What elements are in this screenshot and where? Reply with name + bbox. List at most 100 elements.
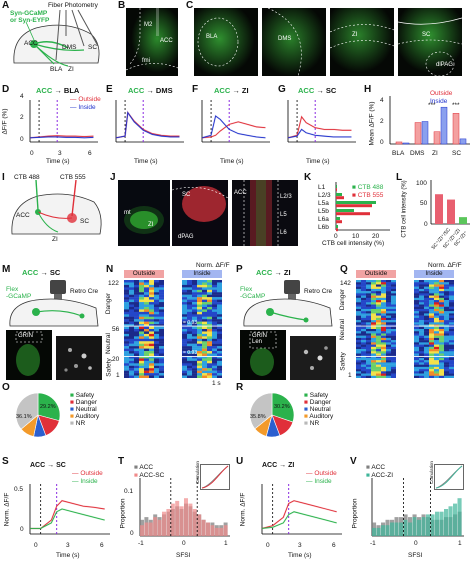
q-heat-cell [381, 340, 386, 343]
q-heat-cell [439, 295, 444, 299]
n-heat-cell [182, 284, 187, 288]
q-heat-cell [429, 351, 434, 354]
n-heat-cell [217, 324, 222, 327]
q-heat-cell [444, 304, 449, 307]
q-heat-cell [434, 322, 439, 325]
q-heat-cell [386, 364, 391, 368]
q-heat-cell [356, 315, 361, 319]
q-heat-cell [424, 371, 429, 374]
v-bar-1-17 [448, 506, 453, 536]
q-heat-cell [376, 351, 381, 354]
n-heat-cell [187, 304, 192, 308]
n-heat-cell [159, 289, 164, 293]
n-heat-row [124, 368, 222, 371]
q-heat-cell [391, 291, 396, 294]
l-bar-1 [447, 199, 455, 224]
n-heat-cell [182, 311, 187, 315]
q-heat-cell [371, 311, 376, 314]
q-heat-cell [376, 300, 381, 303]
q-heat-row [356, 280, 454, 283]
q-heat-cell [371, 371, 376, 374]
n-heat-cell [154, 321, 159, 325]
q-heat-cell [376, 335, 381, 339]
q-heat-cell [429, 315, 434, 319]
q-heat-cell [371, 320, 376, 323]
panel-s-plot [29, 484, 110, 535]
n-heat-cell [207, 331, 212, 335]
n-heat-cell [129, 292, 134, 295]
q-heat-cell [424, 369, 429, 372]
q-heat-cell [434, 360, 439, 363]
n-heat-cell [149, 360, 154, 364]
panel-p-grin-image: GRIN Len [240, 330, 286, 380]
n-heat-cell [154, 360, 159, 364]
n-heat-cell [217, 314, 222, 317]
panel-n-header-outside: Outside [124, 270, 164, 278]
panel-t-xtick-1: 1 [224, 540, 228, 547]
v-bar-1-11 [421, 517, 426, 536]
n-heat-cell [124, 365, 129, 369]
n-heat-cell [212, 316, 217, 320]
q-heat-cell [361, 364, 366, 368]
q-heat-cell [419, 280, 424, 283]
q-heat-cell [439, 346, 444, 350]
n-heat-cell [139, 365, 144, 369]
q-heat-cell [449, 326, 454, 330]
q-heat-cell [386, 286, 391, 290]
q-heat-cell [381, 315, 386, 319]
panel-i-ctb555: CTB 555 [60, 174, 86, 181]
q-heat-cell [444, 317, 449, 321]
n-heat-cell [134, 346, 139, 349]
q-heat-cell [444, 297, 449, 301]
panel-v-inset-ylabel: Cumulation [428, 461, 434, 484]
n-heat-row [124, 353, 222, 357]
q-heat-cell [449, 373, 454, 376]
q-heat-cell [356, 311, 361, 314]
n-heat-cell [124, 336, 129, 339]
q-heat-cell [419, 364, 424, 368]
label-j-sc: SC [182, 192, 191, 198]
q-heat-cell [439, 326, 444, 330]
n-heat-cell [139, 287, 144, 290]
q-heat-cell [414, 286, 419, 290]
q-heat-cell [449, 362, 454, 365]
q-heat-cell [376, 315, 381, 319]
q-heat-cell [429, 355, 434, 359]
q-heat-cell [366, 353, 371, 356]
n-heat-cell [154, 306, 159, 310]
n-heat-cell [182, 319, 187, 322]
region-acc-label: ACC [24, 40, 38, 47]
n-heat-cell [129, 375, 134, 379]
n-heat-cell [197, 373, 202, 376]
n-heat-cell [149, 319, 154, 322]
n-heat-cell [202, 282, 207, 286]
n-heat-cell [139, 321, 144, 325]
q-heat-row [356, 326, 454, 330]
n-heat-row [124, 321, 222, 325]
n-heat-cell [197, 302, 202, 305]
q-heat-cell [361, 329, 366, 332]
q-heat-cell [386, 337, 391, 341]
n-heat-cell [187, 306, 192, 310]
n-heat-cell [134, 280, 139, 283]
t-bar-1-15 [206, 522, 210, 536]
q-heat-cell [449, 284, 454, 287]
n-heat-cell [217, 319, 222, 322]
q-heat-cell [371, 315, 376, 319]
q-heat-cell [429, 371, 434, 374]
q-heat-cell [381, 351, 386, 354]
q-heat-cell [356, 286, 361, 290]
q-heat-cell [449, 349, 454, 352]
q-heat-cell [429, 320, 434, 323]
q-heat-row [356, 313, 454, 316]
n-heat-cell [124, 324, 129, 327]
panel-letter-r: R [236, 382, 244, 393]
q-heat-cell [429, 329, 434, 332]
q-heat-cell [414, 300, 419, 303]
panel-f-plot [201, 100, 270, 143]
n-heat-cell [124, 346, 129, 349]
n-heat-cell [154, 333, 159, 337]
n-heat-cell [154, 326, 159, 330]
region-zi-label: ZI [68, 66, 74, 73]
o-slice-safety [37, 392, 61, 422]
